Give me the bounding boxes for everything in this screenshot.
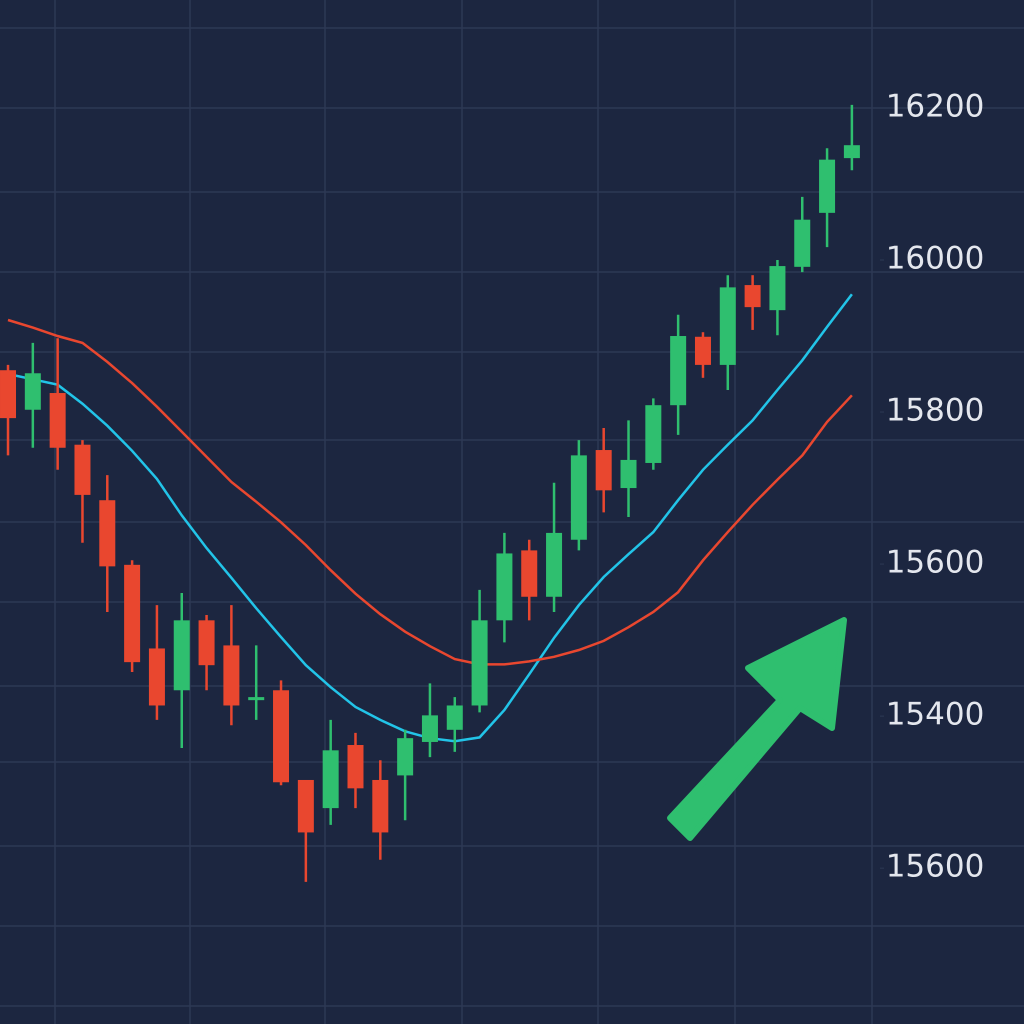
candle-body	[397, 738, 414, 776]
candle-body	[99, 500, 116, 567]
y-tick-label: 15800	[886, 393, 985, 429]
candle-body	[347, 745, 364, 789]
candle-body	[819, 159, 836, 213]
candle-body	[24, 373, 41, 410]
candle-body	[645, 405, 662, 463]
candle-body	[248, 697, 265, 701]
candle-body	[223, 645, 240, 706]
trend-arrow	[667, 617, 847, 841]
candle-body	[0, 370, 17, 419]
candle-body	[471, 620, 488, 706]
candle-body	[173, 620, 190, 691]
candle-body	[273, 690, 290, 783]
candle-body	[570, 455, 587, 540]
y-tick-label: 15600	[886, 849, 985, 885]
candle-body	[124, 564, 141, 663]
candle-body	[521, 550, 538, 597]
candle-body	[322, 750, 339, 809]
candle-body	[148, 648, 165, 706]
candle-body	[74, 444, 91, 495]
candle-body	[620, 459, 637, 489]
candle-body	[297, 779, 314, 833]
candle-body	[670, 336, 687, 406]
candle-body	[421, 715, 438, 742]
candle-body	[794, 219, 811, 267]
y-tick-label: 15600	[886, 545, 985, 581]
candle-body	[198, 620, 215, 666]
candle-body	[769, 266, 786, 311]
candle-body	[49, 393, 66, 448]
y-tick-label: 16000	[886, 240, 985, 276]
candle-body	[496, 553, 513, 621]
candle-body	[372, 779, 389, 833]
moving-average-line	[7, 318, 853, 666]
candle-body	[694, 336, 711, 365]
candle-body	[446, 705, 463, 730]
y-tick-label: 16200	[886, 88, 985, 124]
candle-body	[719, 287, 736, 365]
y-tick-label: 15400	[886, 697, 985, 733]
candle-body	[546, 532, 563, 597]
candle-body	[744, 285, 761, 308]
candle-body	[843, 145, 860, 159]
candle-body	[595, 450, 612, 491]
